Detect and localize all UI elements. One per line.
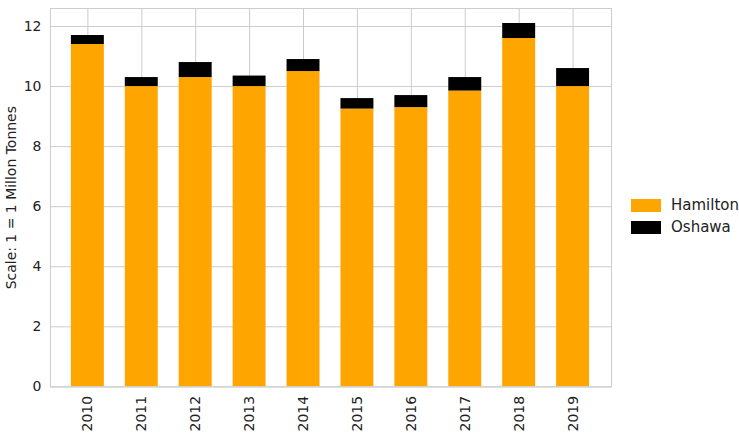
svg-text:2018: 2018 — [511, 396, 527, 432]
svg-text:2011: 2011 — [133, 396, 149, 432]
svg-text:2019: 2019 — [565, 396, 581, 432]
svg-text:2: 2 — [33, 318, 42, 334]
svg-text:2013: 2013 — [241, 396, 257, 432]
html-text:Oshawa: Oshawa — [671, 218, 731, 237]
svg-text:8: 8 — [33, 138, 42, 154]
svg-text:6: 6 — [33, 198, 42, 214]
svg-text:2016: 2016 — [403, 396, 419, 432]
html-text:Hamilton: Hamilton — [671, 196, 739, 215]
svg-text:0: 0 — [33, 378, 42, 394]
svg-text:4: 4 — [33, 258, 42, 274]
svg-text:12: 12 — [24, 18, 42, 34]
svg-text:2012: 2012 — [187, 396, 203, 432]
svg-text:2017: 2017 — [457, 396, 473, 432]
svg-text:2010: 2010 — [79, 396, 95, 432]
svg-text:2015: 2015 — [349, 396, 365, 432]
svg-text:Scale: 1 = 1 Millon Tonnes: Scale: 1 = 1 Millon Tonnes — [3, 106, 19, 289]
svg-text:2014: 2014 — [295, 396, 311, 432]
svg-text:10: 10 — [24, 78, 42, 94]
